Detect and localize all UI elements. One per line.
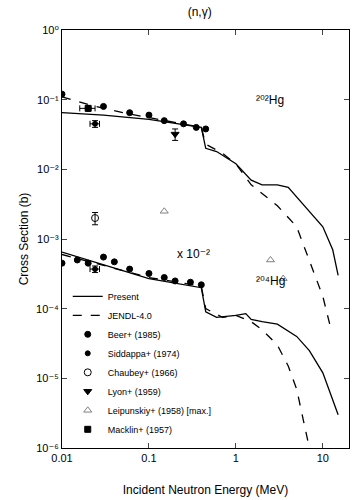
svg-text:1: 1	[233, 452, 239, 464]
svg-text:10⁻²: 10⁻²	[37, 163, 59, 175]
svg-text:Present: Present	[108, 292, 140, 302]
svg-text:10⁰: 10⁰	[42, 24, 59, 36]
svg-text:(n,γ): (n,γ)	[188, 5, 212, 19]
svg-text:Siddappa+ (1974): Siddappa+ (1974)	[108, 349, 180, 359]
svg-text:0.1: 0.1	[141, 452, 156, 464]
svg-text:JENDL-4.0: JENDL-4.0	[108, 311, 152, 321]
svg-text:Cross Section (b): Cross Section (b)	[17, 193, 31, 286]
svg-text:10⁻³: 10⁻³	[37, 233, 59, 245]
svg-text:x 10⁻²: x 10⁻²	[177, 247, 210, 261]
svg-text:Incident Neutron Energy (MeV): Incident Neutron Energy (MeV)	[123, 483, 288, 497]
svg-text:Macklin+ (1957): Macklin+ (1957)	[108, 425, 172, 435]
svg-text:10: 10	[317, 452, 329, 464]
svg-text:10⁻⁶: 10⁻⁶	[36, 442, 59, 454]
svg-text:²⁰²Hg: ²⁰²Hg	[256, 93, 284, 107]
svg-text:Leipunskiy+ (1958) [max.]: Leipunskiy+ (1958) [max.]	[108, 406, 211, 416]
svg-text:Beer+ (1985): Beer+ (1985)	[108, 330, 161, 340]
svg-text:10⁻⁵: 10⁻⁵	[36, 372, 59, 384]
svg-text:²⁰⁴Hg: ²⁰⁴Hg	[256, 274, 285, 288]
svg-text:Chaubey+ (1966): Chaubey+ (1966)	[108, 368, 178, 378]
svg-text:10⁻¹: 10⁻¹	[37, 94, 59, 106]
svg-text:10⁻⁴: 10⁻⁴	[36, 303, 59, 315]
svg-text:Lyon+ (1959): Lyon+ (1959)	[108, 387, 161, 397]
svg-text:0.01: 0.01	[51, 452, 72, 464]
